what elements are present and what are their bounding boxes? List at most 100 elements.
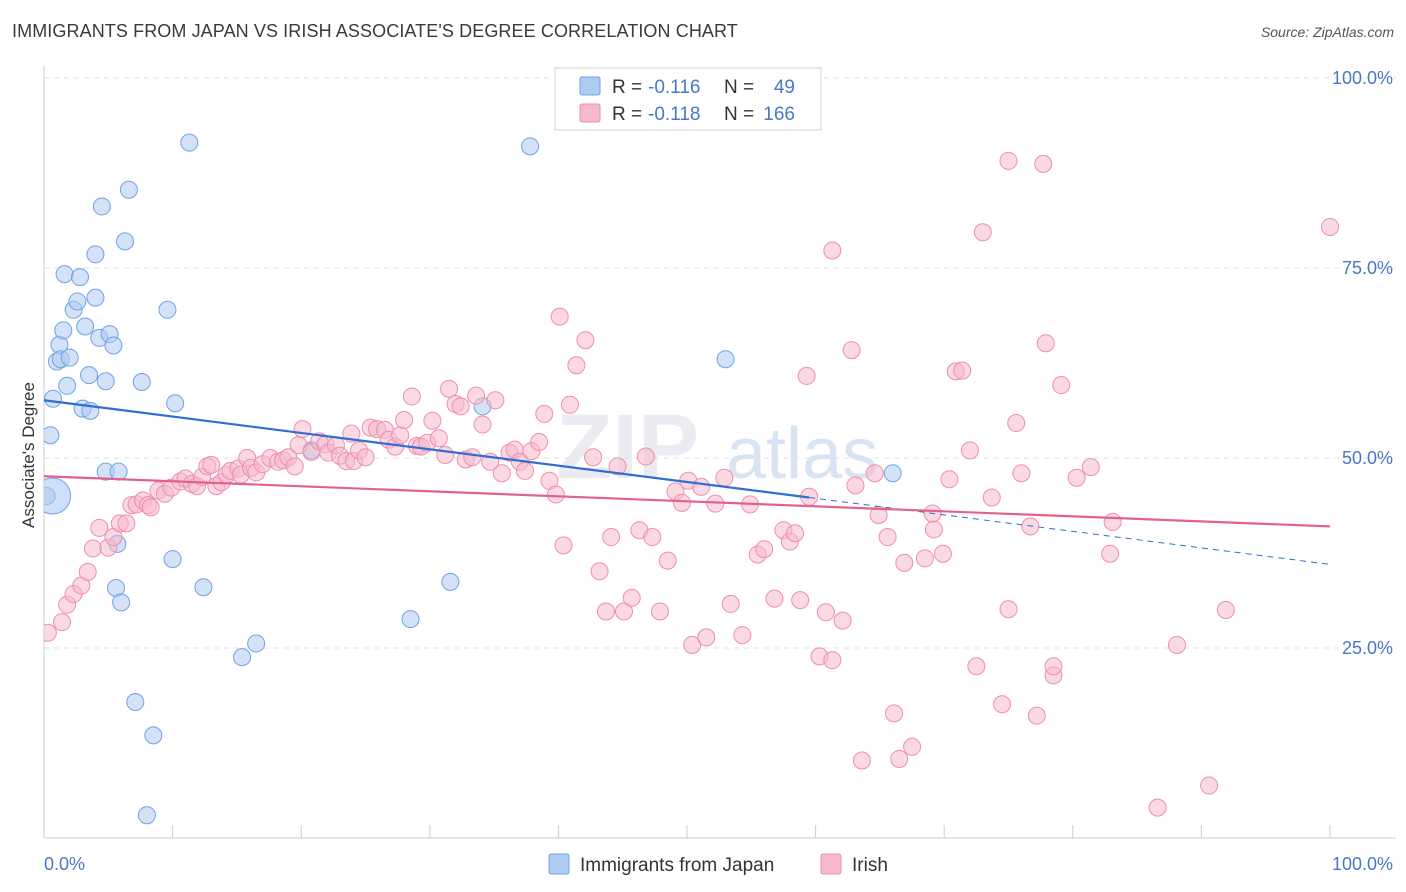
- legend-label-irish: Irish: [852, 855, 888, 876]
- irish-point: [117, 514, 136, 533]
- irish-point: [852, 751, 871, 770]
- japan-point: [86, 288, 105, 307]
- irish-point: [791, 591, 810, 610]
- y-tick-label: 100.0%: [1332, 68, 1393, 88]
- irish-point: [697, 628, 716, 647]
- irish-point: [823, 651, 842, 670]
- irish-point: [429, 429, 448, 448]
- irish-point: [878, 528, 897, 547]
- irish-point: [486, 391, 505, 410]
- irish-point: [967, 657, 986, 676]
- legend: Immigrants from Japan Irish: [548, 853, 888, 876]
- irish-point: [672, 493, 691, 512]
- stats-r-label-japan: R =: [612, 77, 642, 98]
- irish-point: [560, 395, 579, 414]
- irish-point: [1148, 798, 1167, 817]
- irish-point: [865, 464, 884, 483]
- legend-label-japan: Immigrants from Japan: [580, 855, 774, 876]
- japan-point: [86, 245, 105, 264]
- japan-trend-line: [43, 399, 810, 499]
- irish-point: [933, 544, 952, 563]
- japan-point: [71, 268, 90, 287]
- irish-point: [940, 470, 959, 489]
- japan-point: [180, 133, 199, 152]
- irish-point: [816, 603, 835, 622]
- irish-point: [440, 379, 459, 398]
- irish-point: [982, 488, 1001, 507]
- x-tick-label: 100.0%: [1332, 854, 1393, 874]
- irish-point: [973, 223, 992, 242]
- japan-point: [441, 572, 460, 591]
- japan-point: [158, 300, 177, 319]
- source-credit: Source: ZipAtlas.com: [1260, 24, 1394, 40]
- watermark-zip: ZIP: [556, 396, 699, 498]
- stats-swatch-irish: [579, 103, 601, 123]
- irish-point: [596, 602, 615, 621]
- stats-r-label-irish: R =: [612, 104, 642, 125]
- irish-point: [467, 386, 486, 405]
- irish-point: [915, 549, 934, 568]
- japan-point: [80, 366, 99, 385]
- irish-trend-line: [43, 475, 1331, 528]
- irish-point: [473, 415, 492, 434]
- irish-point: [650, 602, 669, 621]
- japan-point: [883, 464, 902, 483]
- irish-point: [53, 613, 72, 632]
- japan-point: [137, 806, 156, 825]
- irish-point: [78, 563, 97, 581]
- irish-point: [1012, 464, 1031, 483]
- japan-point: [119, 180, 138, 199]
- japan-point: [521, 137, 540, 156]
- stats-n-value-japan: 49: [774, 77, 795, 98]
- irish-point: [636, 447, 655, 466]
- irish-point: [1103, 512, 1122, 531]
- japan-point: [44, 426, 60, 445]
- irish-point: [451, 397, 470, 416]
- japan-point: [68, 292, 87, 311]
- irish-point: [823, 241, 842, 260]
- data-points: [44, 133, 1339, 825]
- irish-point: [692, 477, 711, 496]
- irish-point: [141, 498, 160, 517]
- japan-point: [96, 372, 115, 391]
- irish-point: [786, 524, 805, 543]
- irish-point: [1007, 414, 1026, 433]
- stats-swatch-japan: [579, 76, 601, 96]
- irish-point: [755, 540, 774, 559]
- irish-point: [1027, 706, 1046, 725]
- japan-point: [104, 336, 123, 355]
- irish-point: [535, 404, 554, 423]
- japan-point: [58, 376, 77, 395]
- irish-point: [643, 528, 662, 547]
- irish-point: [846, 476, 865, 495]
- japan-point: [112, 593, 131, 612]
- irish-point: [602, 528, 621, 547]
- irish-point: [622, 588, 641, 607]
- y-tick-label: 75.0%: [1342, 258, 1393, 278]
- stats-n-value-irish: 166: [763, 104, 795, 125]
- irish-point: [90, 518, 109, 537]
- irish-point: [402, 387, 421, 406]
- irish-point: [733, 626, 752, 645]
- irish-point: [999, 600, 1018, 619]
- irish-point: [285, 457, 304, 476]
- irish-point: [885, 704, 904, 723]
- stats-n-label-japan: N =: [724, 77, 754, 98]
- irish-point: [924, 520, 943, 539]
- irish-point: [993, 695, 1012, 714]
- irish-point: [554, 536, 573, 555]
- japan-point: [194, 578, 213, 597]
- japan-point: [109, 462, 128, 481]
- irish-point: [842, 341, 861, 360]
- japan-point: [44, 389, 63, 408]
- japan-point: [233, 648, 252, 667]
- irish-point: [683, 635, 702, 654]
- irish-point: [395, 411, 414, 429]
- irish-point: [895, 553, 914, 572]
- irish-point: [293, 420, 312, 439]
- irish-point: [960, 441, 979, 460]
- irish-point: [567, 356, 586, 375]
- irish-point: [576, 331, 595, 350]
- irish-point: [1044, 657, 1063, 676]
- irish-point: [546, 485, 565, 504]
